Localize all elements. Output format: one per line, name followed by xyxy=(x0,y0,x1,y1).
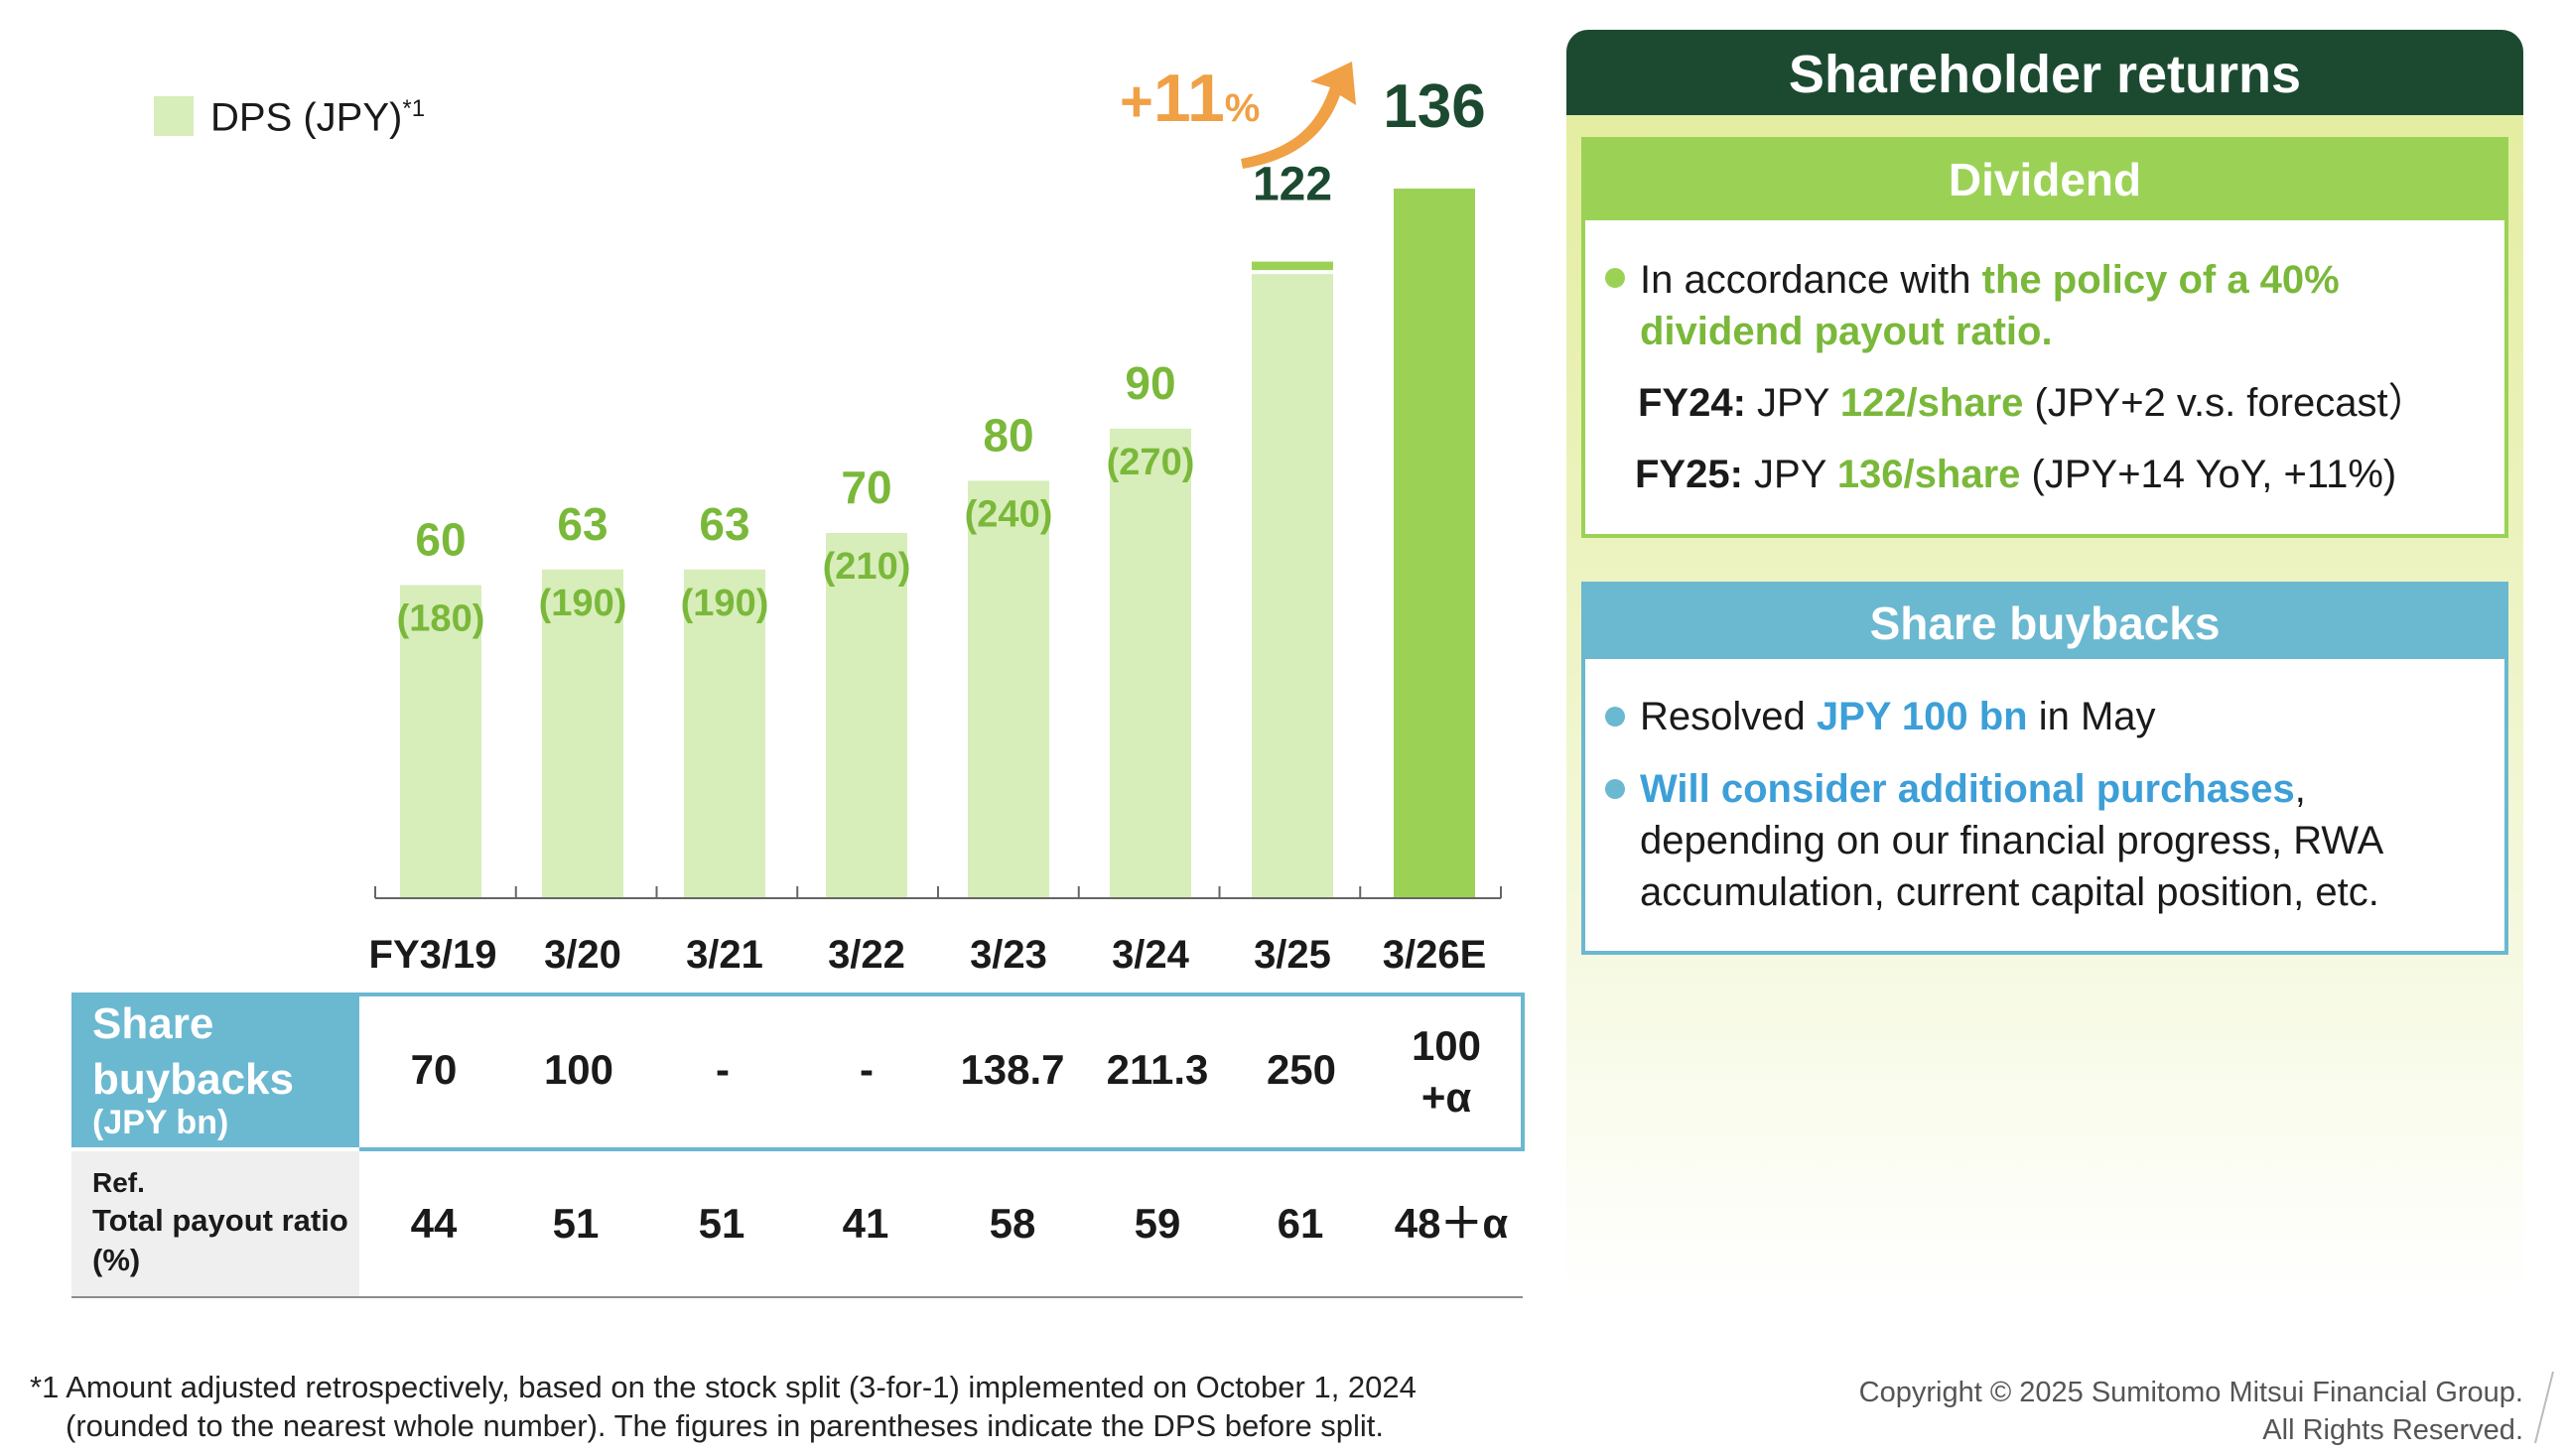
growth-arrow xyxy=(1241,62,1356,169)
buyback-title: Share buybacks xyxy=(1581,582,2508,659)
pre-split-label-3/23: (240) xyxy=(965,493,1053,535)
x-tick-label-3/21: 3/21 xyxy=(686,933,763,977)
payout-cell-fy19: 44 xyxy=(410,1200,458,1247)
buyback-cell-fy19: 70 xyxy=(410,1046,458,1093)
payout-cell-fy23: 58 xyxy=(989,1200,1036,1247)
buyback-cell-fy24: 211.3 xyxy=(1106,1046,1209,1093)
value-label-3/24: 90 xyxy=(1125,357,1175,409)
bar-3/26E xyxy=(1394,189,1475,898)
buyback-cell-fy23: 138.7 xyxy=(960,1046,1065,1093)
corner-slash xyxy=(2534,1371,2554,1444)
value-label-3/26E: 136 xyxy=(1383,72,1485,141)
fy25-dividend-line: FY25: JPY 136/share (JPY+14 YoY, +11%) xyxy=(1635,453,2397,496)
bar-3/20 xyxy=(542,569,623,898)
bar-3/21 xyxy=(684,569,765,898)
buyback-cell-fy25: 250 xyxy=(1266,1046,1337,1093)
x-tick-label-3/23: 3/23 xyxy=(970,933,1047,977)
panel-title: Shareholder returns xyxy=(1566,30,2523,115)
x-tick-label-3/24: 3/24 xyxy=(1112,933,1190,977)
payout-cell-fy25: 61 xyxy=(1277,1200,1324,1247)
pre-split-label-3/22: (210) xyxy=(823,546,911,588)
legend-swatch xyxy=(154,96,194,136)
pre-split-label-3/20: (190) xyxy=(539,583,627,624)
buyback-row-frame xyxy=(359,993,1525,1151)
value-label-FY3/19: 60 xyxy=(415,514,466,566)
payout-cell-fy22: 41 xyxy=(842,1200,889,1247)
bar-3/23 xyxy=(968,480,1049,898)
bullet-dot xyxy=(1605,779,1625,799)
pre-split-label-3/21: (190) xyxy=(681,583,769,624)
buyback-consider-text: Will consider additional purchases, depe… xyxy=(1640,767,2384,914)
footnote: *1 Amount adjusted retrospectively, base… xyxy=(30,1370,1417,1443)
bar-FY3/19 xyxy=(400,585,481,898)
x-tick-label-FY3/19: FY3/19 xyxy=(369,933,497,977)
value-label-3/25: 122 xyxy=(1253,159,1332,211)
payout-cell-fy21: 51 xyxy=(698,1200,745,1247)
table-bottom-rule xyxy=(71,1296,1523,1298)
bullet-dot xyxy=(1605,268,1625,288)
bar-3/22 xyxy=(826,532,907,898)
x-tick-label-3/25: 3/25 xyxy=(1254,933,1331,977)
bullet-dot xyxy=(1605,707,1625,727)
bar-3/24 xyxy=(1110,428,1191,898)
payout-cell-fy26: 48＋α xyxy=(1394,1200,1509,1247)
payout-cell-fy24: 59 xyxy=(1134,1200,1181,1247)
value-label-3/20: 63 xyxy=(557,498,608,550)
buyback-cell-fy20: 100 xyxy=(543,1046,614,1093)
buyback-cell-fy22: - xyxy=(860,1046,874,1093)
buyback-row-header: Share buybacks (JPY bn) xyxy=(71,993,359,1147)
value-label-3/21: 63 xyxy=(699,498,749,550)
value-label-3/23: 80 xyxy=(983,409,1033,461)
buyback-cell-fy21: - xyxy=(716,1046,730,1093)
dividend-policy-text: In accordance with the policy of a 40% d… xyxy=(1640,258,2340,353)
fy24-dividend-line: FY24: JPY 122/share (JPY+2 v.s. forecast… xyxy=(1638,381,2428,425)
dividend-title: Dividend xyxy=(1581,137,2508,220)
dps-bar-chart: 60 (180) FY3/19 63 (190) 3/20 63 (190) 3/21 70 (21… xyxy=(369,61,1502,977)
bar-increment-cap xyxy=(1252,261,1333,273)
x-tick-label-3/26E: 3/26E xyxy=(1383,933,1487,977)
x-tick-label-3/22: 3/22 xyxy=(828,933,905,977)
pre-split-label-3/24: (270) xyxy=(1107,442,1195,483)
pre-split-label-FY3/19: (180) xyxy=(397,598,485,640)
payout-cell-fy20: 51 xyxy=(552,1200,600,1247)
value-label-3/22: 70 xyxy=(841,462,891,513)
bar-3/25 xyxy=(1252,261,1333,899)
growth-label: +11% xyxy=(1120,61,1260,136)
buyback-cell-fy26: 100 +α xyxy=(1411,1022,1482,1121)
buyback-resolved-text: Resolved JPY 100 bn in May xyxy=(1640,695,2156,738)
copyright: Copyright © 2025 Sumitomo Mitsui Financi… xyxy=(1858,1377,2523,1446)
payout-row-header: Ref. Total payout ratio (%) xyxy=(71,1151,359,1296)
x-tick-label-3/20: 3/20 xyxy=(544,933,621,977)
legend-label: DPS (JPY)*1 xyxy=(210,95,426,140)
